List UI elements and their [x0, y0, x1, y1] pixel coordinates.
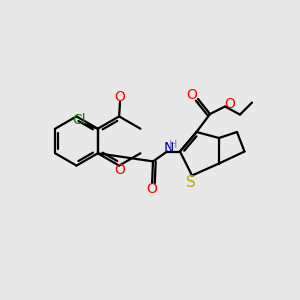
Text: N: N [164, 142, 174, 155]
Text: O: O [115, 90, 125, 104]
Text: O: O [224, 97, 235, 111]
Text: O: O [115, 163, 125, 176]
Text: O: O [146, 182, 157, 196]
Text: Cl: Cl [72, 113, 86, 127]
Text: H: H [169, 140, 177, 150]
Text: O: O [187, 88, 197, 102]
Text: S: S [186, 175, 196, 190]
